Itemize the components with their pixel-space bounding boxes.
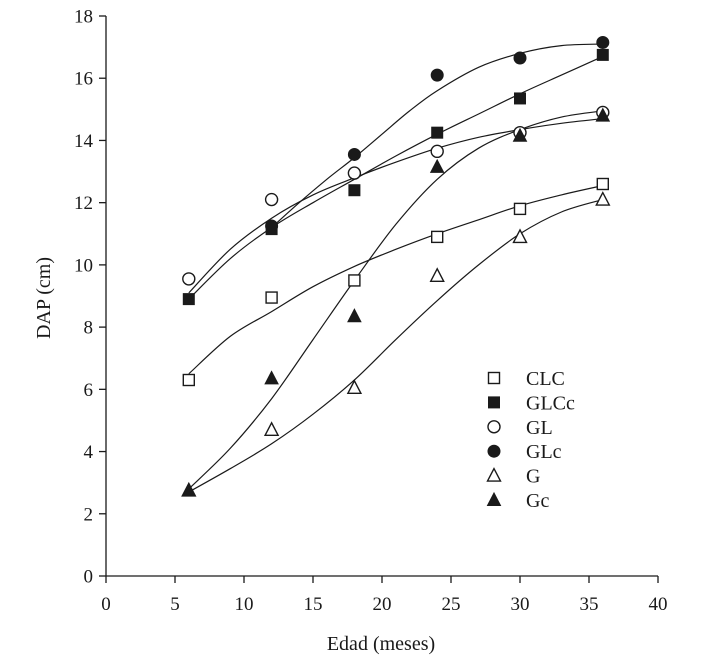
x-tick-label: 30 bbox=[511, 594, 530, 615]
point-glc bbox=[430, 68, 444, 82]
point-gc bbox=[512, 127, 528, 142]
legend-item-glcc: GLCc bbox=[488, 392, 575, 414]
fit-line-gl bbox=[188, 118, 603, 294]
y-tick-label: 8 bbox=[84, 318, 94, 339]
point-glcc bbox=[431, 126, 444, 139]
legend-label: GLc bbox=[526, 441, 562, 463]
legend-item-glc: GLc bbox=[487, 441, 562, 463]
y-tick-label: 16 bbox=[74, 69, 93, 90]
fit-line-glcc bbox=[188, 55, 604, 300]
point-g bbox=[429, 267, 445, 282]
data-points bbox=[181, 35, 611, 497]
point-g bbox=[263, 421, 280, 436]
y-tick-label: 2 bbox=[84, 504, 94, 525]
legend-marker-g bbox=[486, 467, 502, 482]
point-g bbox=[346, 379, 363, 394]
point-clc bbox=[513, 202, 527, 216]
point-glc bbox=[513, 51, 527, 65]
legend-marker-glcc bbox=[488, 396, 500, 409]
point-clc bbox=[431, 230, 444, 244]
fit-line-glc bbox=[271, 43, 603, 229]
legend-label: Gc bbox=[526, 490, 549, 512]
point-gc bbox=[595, 107, 611, 122]
y-axis-ticks: 0 2 4 6 8 10 12 14 16 18 bbox=[74, 7, 106, 588]
x-axis-ticks: 0 5 10 15 20 25 30 35 40 bbox=[101, 576, 668, 615]
x-tick-label: 0 bbox=[101, 594, 111, 615]
point-gl bbox=[264, 192, 279, 207]
y-tick-label: 18 bbox=[74, 7, 93, 28]
x-tick-label: 15 bbox=[304, 594, 323, 615]
x-tick-label: 10 bbox=[235, 594, 254, 615]
point-gc bbox=[347, 308, 362, 323]
point-gl bbox=[182, 272, 196, 286]
fit-line-gc bbox=[188, 110, 603, 490]
legend-marker-glc bbox=[487, 444, 501, 458]
x-tick-label: 5 bbox=[170, 594, 180, 615]
legend-marker-gl bbox=[487, 420, 501, 434]
point-gc bbox=[181, 482, 197, 497]
point-glc bbox=[596, 35, 610, 49]
y-tick-label: 4 bbox=[84, 442, 94, 463]
point-glc bbox=[265, 219, 279, 233]
y-tick-label: 14 bbox=[74, 131, 94, 152]
x-tick-label: 20 bbox=[373, 594, 392, 615]
point-g bbox=[512, 228, 528, 244]
fit-line-g bbox=[188, 199, 603, 493]
y-tick-label: 10 bbox=[74, 255, 93, 276]
point-glcc bbox=[596, 48, 609, 61]
point-glcc bbox=[348, 184, 361, 197]
point-gc bbox=[264, 370, 279, 385]
point-gl bbox=[430, 144, 444, 159]
y-axis-label: DAP (cm) bbox=[33, 257, 55, 339]
point-clc bbox=[265, 291, 278, 304]
point-glcc bbox=[182, 293, 195, 306]
x-tick-label: 25 bbox=[442, 594, 461, 615]
point-gc bbox=[429, 158, 445, 173]
legend-item-gc: Gc bbox=[486, 490, 549, 512]
fit-lines bbox=[188, 43, 604, 493]
legend-marker-clc bbox=[487, 371, 501, 385]
point-glc bbox=[347, 147, 361, 161]
legend-label: G bbox=[526, 466, 540, 488]
legend-item-clc: CLC bbox=[487, 368, 565, 390]
fit-line-clc bbox=[188, 185, 603, 375]
point-clc bbox=[182, 373, 196, 387]
point-glcc bbox=[514, 92, 526, 105]
x-axis-label: Edad (meses) bbox=[327, 633, 435, 655]
y-tick-label: 6 bbox=[84, 380, 94, 401]
legend-marker-gc bbox=[486, 491, 502, 506]
point-clc bbox=[348, 274, 361, 287]
point-clc bbox=[596, 177, 609, 191]
legend-item-gl: GL bbox=[487, 417, 553, 439]
point-gl bbox=[347, 166, 362, 180]
y-tick-label: 0 bbox=[84, 567, 94, 588]
x-tick-label: 40 bbox=[649, 594, 668, 615]
legend-label: CLC bbox=[526, 368, 565, 390]
legend-item-g: G bbox=[486, 466, 540, 488]
point-g bbox=[595, 191, 611, 206]
x-tick-label: 35 bbox=[580, 594, 599, 615]
legend-label: GLCc bbox=[526, 392, 575, 414]
y-tick-label: 12 bbox=[74, 193, 93, 214]
legend-label: GL bbox=[526, 417, 553, 439]
